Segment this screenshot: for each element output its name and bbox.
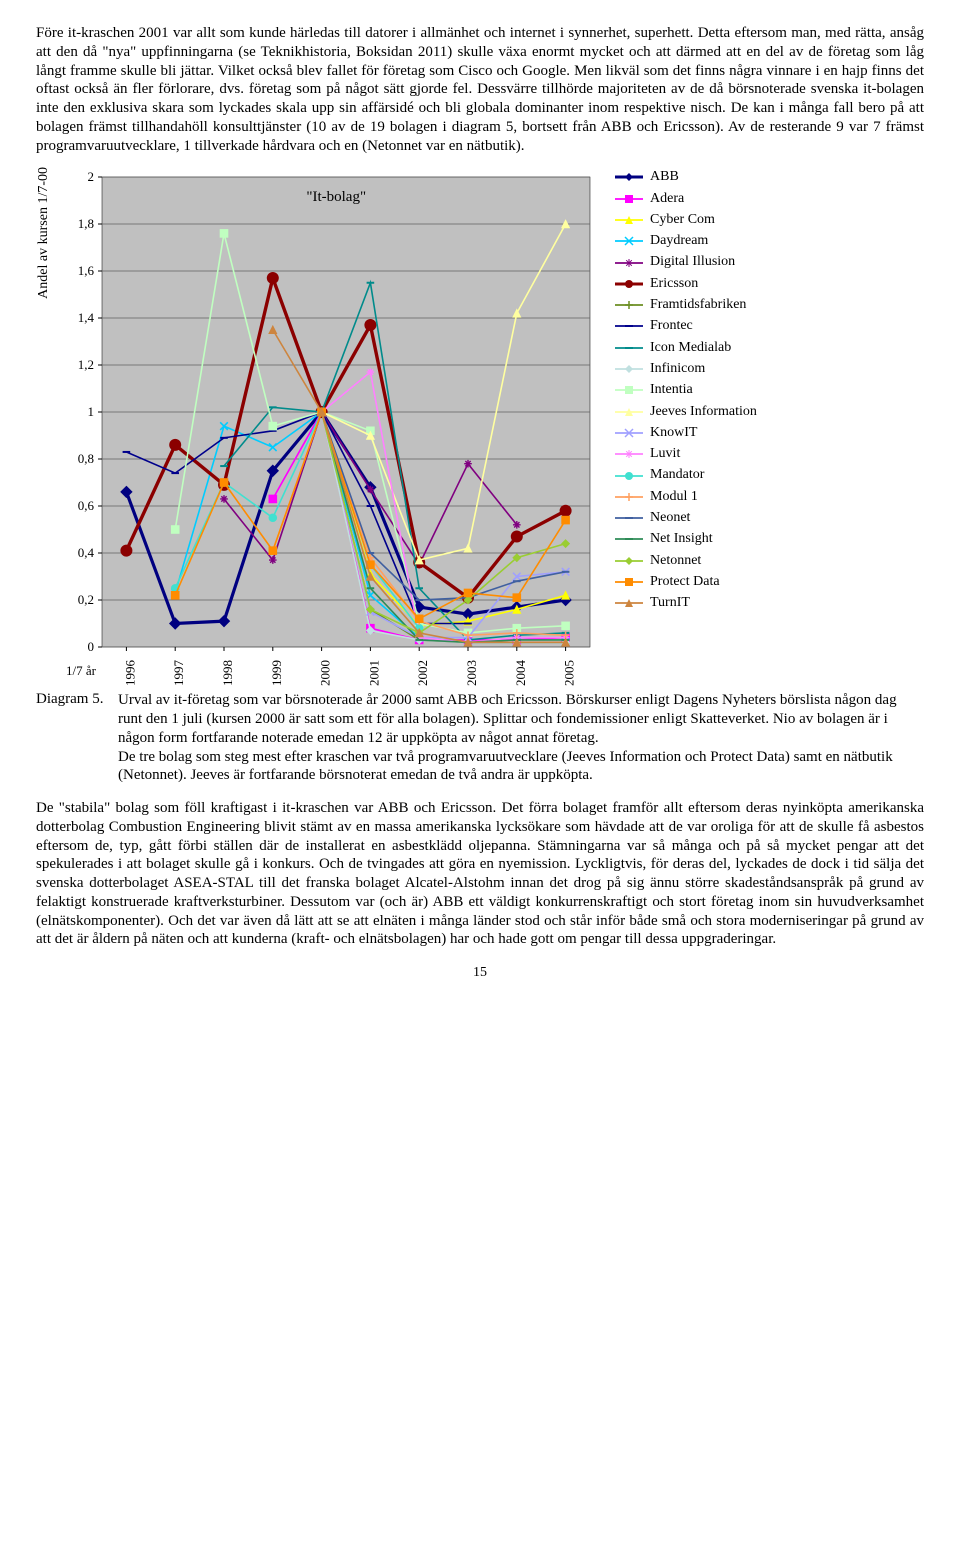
legend-item: Cyber Com <box>614 210 757 230</box>
legend-label: Mandator <box>650 465 704 485</box>
legend-label: Protect Data <box>650 572 720 592</box>
svg-text:1,6: 1,6 <box>78 263 95 278</box>
svg-text:1,8: 1,8 <box>78 216 94 231</box>
legend-item: Luvit <box>614 444 757 464</box>
page-number: 15 <box>36 965 924 981</box>
svg-text:0,2: 0,2 <box>78 592 94 607</box>
svg-text:1: 1 <box>88 404 95 419</box>
svg-text:1999: 1999 <box>269 660 284 686</box>
legend-label: Netonnet <box>650 551 701 571</box>
legend-label: Intentia <box>650 380 693 400</box>
legend-item: Framtidsfabriken <box>614 295 757 315</box>
chart-legend: ABBAderaCyber ComDaydreamDigital Illusio… <box>614 167 757 614</box>
svg-text:1996: 1996 <box>122 660 137 687</box>
svg-text:2002: 2002 <box>415 660 430 686</box>
line-chart: 0 0,2 0,4 0,6 0,8 1 1,2 1,4 1,6 1,8 2 1996 1997 1998 1… <box>56 167 596 687</box>
legend-label: Digital Illusion <box>650 252 735 272</box>
svg-text:2: 2 <box>88 169 95 184</box>
legend-item: Frontec <box>614 316 757 336</box>
legend-label: Cyber Com <box>650 210 715 230</box>
chart-caption: Diagram 5. Urval av it-företag som var b… <box>36 691 924 785</box>
legend-label: Jeeves Information <box>650 402 757 422</box>
legend-item: Neonet <box>614 508 757 528</box>
svg-text:0,8: 0,8 <box>78 451 94 466</box>
svg-text:"It-bolag": "It-bolag" <box>306 189 366 205</box>
legend-label: ABB <box>650 167 679 187</box>
caption-label: Diagram 5. <box>36 691 118 785</box>
legend-item: Digital Illusion <box>614 252 757 272</box>
svg-text:0,4: 0,4 <box>78 545 95 560</box>
legend-item: Ericsson <box>614 274 757 294</box>
legend-item: Mandator <box>614 465 757 485</box>
svg-text:1997: 1997 <box>171 660 186 687</box>
svg-text:2001: 2001 <box>366 660 381 686</box>
svg-text:2005: 2005 <box>562 660 577 686</box>
legend-label: TurnIT <box>650 593 690 613</box>
legend-label: Adera <box>650 189 684 209</box>
svg-text:2000: 2000 <box>318 660 333 686</box>
legend-item: Adera <box>614 189 757 209</box>
legend-label: Neonet <box>650 508 690 528</box>
legend-label: Luvit <box>650 444 680 464</box>
legend-item: KnowIT <box>614 423 757 443</box>
legend-item: Net Insight <box>614 529 757 549</box>
svg-text:2004: 2004 <box>513 660 528 687</box>
svg-text:2003: 2003 <box>464 660 479 686</box>
legend-label: Framtidsfabriken <box>650 295 746 315</box>
legend-label: Icon Medialab <box>650 338 731 358</box>
svg-text:0,6: 0,6 <box>78 498 95 513</box>
y-axis-label: Andel av kursen 1/7-00 <box>36 167 52 399</box>
svg-text:1998: 1998 <box>220 660 235 686</box>
chart-container: Andel av kursen 1/7-00 0 0,2 0,4 0,6 0,8 1 1,2… <box>36 167 924 687</box>
legend-label: Ericsson <box>650 274 698 294</box>
svg-text:1,4: 1,4 <box>78 310 95 325</box>
legend-label: Modul 1 <box>650 487 698 507</box>
legend-item: Protect Data <box>614 572 757 592</box>
legend-item: Netonnet <box>614 551 757 571</box>
paragraph-1: Före it-kraschen 2001 var allt som kunde… <box>36 24 924 155</box>
caption-text: Urval av it-företag som var börsnoterade… <box>118 691 924 785</box>
legend-label: KnowIT <box>650 423 697 443</box>
legend-item: Modul 1 <box>614 487 757 507</box>
legend-label: Infinicom <box>650 359 705 379</box>
svg-text:1/7 år: 1/7 år <box>66 663 97 678</box>
legend-item: Jeeves Information <box>614 402 757 422</box>
legend-label: Net Insight <box>650 529 713 549</box>
legend-label: Frontec <box>650 316 693 336</box>
legend-item: ABB <box>614 167 757 187</box>
legend-item: Infinicom <box>614 359 757 379</box>
legend-item: Intentia <box>614 380 757 400</box>
legend-label: Daydream <box>650 231 708 251</box>
legend-item: Icon Medialab <box>614 338 757 358</box>
legend-item: Daydream <box>614 231 757 251</box>
svg-text:1,2: 1,2 <box>78 357 94 372</box>
svg-text:0: 0 <box>88 639 95 654</box>
legend-item: TurnIT <box>614 593 757 613</box>
paragraph-2: De "stabila" bolag som föll kraftigast i… <box>36 799 924 949</box>
